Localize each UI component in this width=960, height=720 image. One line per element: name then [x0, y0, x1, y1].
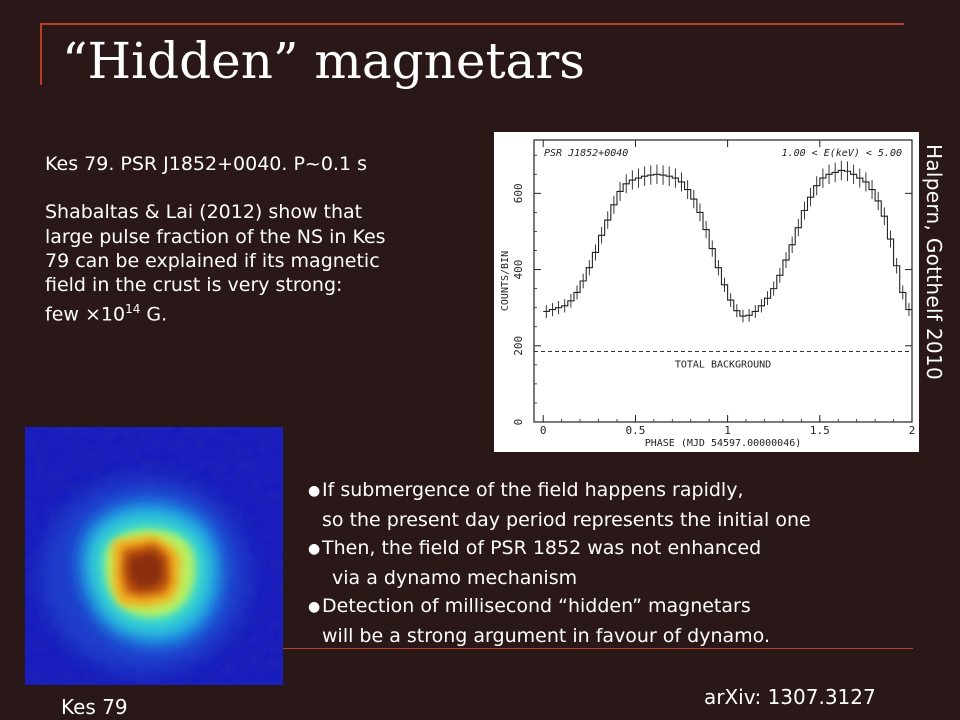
bullet-continuation: via a dynamo mechanism — [332, 566, 578, 589]
bullet-dot-icon: ● — [308, 541, 321, 557]
pulse-profile-line — [543, 169, 912, 317]
x-axis-label: PHASE (MJD 54597.00000046) — [645, 438, 802, 449]
slide-title: “Hidden” magnetars — [62, 32, 585, 90]
y-axis-label: COUNTS/BIN — [500, 251, 511, 311]
y-tick-label: 600 — [512, 183, 525, 203]
x-tick-label: 2 — [909, 424, 916, 437]
frame-bottom-rule — [283, 648, 913, 649]
field-strength-line: few ×1014 G. — [45, 297, 490, 327]
pulse-profile-svg: 0 0.5 1 1.5 2 0 200 400 600 TOTAL BACKGROUND PSR J… — [500, 139, 916, 449]
image-caption: Kes 79 — [61, 695, 128, 719]
frame-left-rule — [40, 23, 42, 85]
intro-line: 79 can be explained if its magnetic — [45, 249, 380, 272]
bullet-item: ●Then, the field of PSR 1852 was not enh… — [308, 534, 953, 592]
intro-source-line: Kes 79. PSR J1852+0040. P~0.1 s — [45, 153, 367, 175]
bullet-item: ●Detection of millisecond “hidden” magne… — [308, 592, 953, 650]
background-label: TOTAL BACKGROUND — [675, 360, 771, 371]
energy-label: 1.00 < E(keV) < 5.00 — [782, 148, 902, 159]
y-tick-label: 200 — [512, 336, 525, 356]
bullet-dot-icon: ● — [308, 483, 321, 499]
intro-line: field in the crust is very strong: — [45, 274, 343, 297]
plot-frame — [533, 139, 913, 423]
bullet-line: If submergence of the field happens rapi… — [322, 479, 744, 501]
x-tick-label: 0.5 — [625, 424, 645, 437]
bullet-continuation: will be a strong argument in favour of d… — [322, 624, 770, 647]
conclusion-bullets: ●If submergence of the field happens rap… — [308, 476, 953, 650]
plot-credit: Halpern, Gotthelf 2010 — [922, 144, 946, 380]
source-label: PSR J1852+0040 — [544, 148, 628, 159]
y-tick-label: 0 — [512, 419, 525, 426]
bullet-item: ●If submergence of the field happens rap… — [308, 476, 953, 534]
kes79-heatmap — [25, 427, 283, 685]
intro-text: Kes 79. PSR J1852+0040. P~0.1 s Shabalta… — [45, 152, 490, 327]
y-tick-label: 400 — [512, 260, 525, 280]
reference-label: arXiv: 1307.3127 — [704, 685, 876, 709]
bullet-line: Detection of millisecond “hidden” magnet… — [322, 595, 751, 617]
bullet-line: Then, the field of PSR 1852 was not enha… — [322, 537, 762, 559]
x-tick-label: 0 — [540, 424, 547, 437]
kes79-xray-image — [25, 427, 283, 685]
bullet-continuation: so the present day period represents the… — [322, 508, 811, 531]
x-tick-label: 1.5 — [810, 424, 830, 437]
bullet-dot-icon: ● — [308, 599, 321, 615]
x-tick-label: 1 — [724, 424, 731, 437]
frame-top-rule — [40, 23, 904, 25]
field-prefix: few ×10 — [45, 303, 126, 326]
field-exponent: 14 — [125, 302, 141, 317]
pulse-profile-plot: 0 0.5 1 1.5 2 0 200 400 600 TOTAL BACKGROUND PSR J… — [494, 132, 919, 452]
intro-line: Shabaltas & Lai (2012) show that — [45, 201, 363, 224]
field-suffix: G. — [140, 303, 168, 326]
intro-line: large pulse fraction of the NS in Kes — [45, 225, 386, 248]
